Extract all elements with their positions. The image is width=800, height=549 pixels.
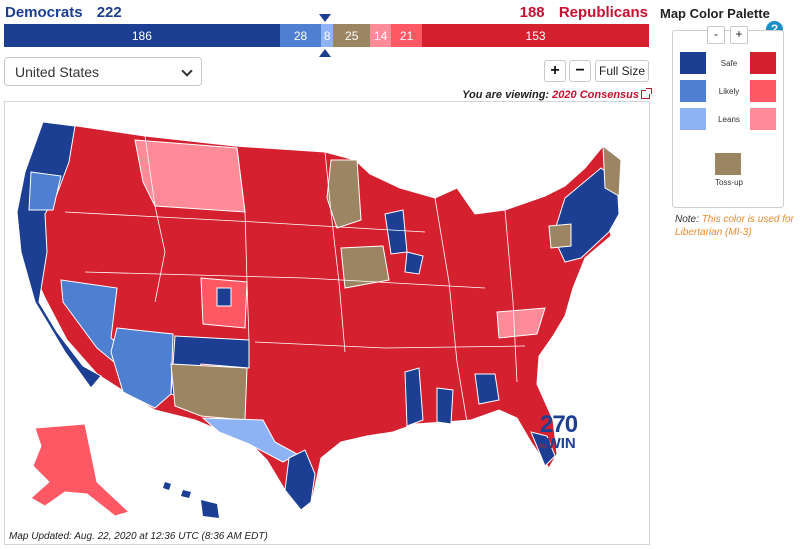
majority-marker-bottom <box>319 49 331 57</box>
illinois-blue-region[interactable] <box>404 251 424 275</box>
republicans-header: 188 Republicans <box>480 4 648 21</box>
hawaii-shape[interactable] <box>163 482 219 518</box>
contiguous-us-shape[interactable] <box>16 121 622 511</box>
seat-count-bar: 186 28 8 25 14 21 153 <box>4 24 649 47</box>
zoom-in-button[interactable]: + <box>544 60 566 82</box>
swatch-rep-likely[interactable] <box>750 80 776 102</box>
consensus-link[interactable]: 2020 Consensus <box>552 89 639 101</box>
district-boundaries <box>64 135 526 423</box>
note-prefix: Note: <box>675 214 699 225</box>
logo-win: WIN <box>546 435 576 452</box>
nc-lean-region[interactable] <box>496 307 546 339</box>
colorado-blue-region[interactable] <box>216 287 232 307</box>
tossup-label: Toss-up <box>714 178 743 187</box>
270towin-logo: 270 toWIN <box>540 411 584 455</box>
palette-plus-button[interactable]: + <box>730 26 748 44</box>
georgia-blue-region[interactable] <box>474 373 500 405</box>
swatch-rep-leans[interactable] <box>750 108 776 130</box>
swatch-dem-safe[interactable] <box>680 52 706 74</box>
democrats-total: 222 <box>96 4 122 21</box>
note-text: This color is used for Libertarian (MI-3… <box>675 214 794 238</box>
arizona-region[interactable] <box>110 327 174 409</box>
seat-segment-1: 28 <box>279 24 322 47</box>
palette-title: Map Color Palette <box>660 6 770 21</box>
seat-segment-4: 14 <box>370 24 391 47</box>
swatch-dem-leans[interactable] <box>680 108 706 130</box>
swatch-dem-likely[interactable] <box>680 80 706 102</box>
logo-number: 270 <box>540 411 578 438</box>
viewing-prefix: You are viewing: <box>462 89 550 101</box>
majority-marker-top <box>319 14 331 22</box>
region-select[interactable]: United States <box>4 57 202 86</box>
chevron-down-icon <box>181 65 193 77</box>
full-size-button[interactable]: Full Size <box>595 60 649 82</box>
swatch-label-leans: Leans <box>718 115 740 124</box>
us-district-map[interactable] <box>5 102 649 544</box>
democrats-header: Democrats 222 <box>5 4 127 21</box>
zoom-out-button[interactable]: − <box>569 60 591 82</box>
viewing-caption: You are viewing: 2020 Consensus <box>430 88 652 101</box>
logo-to: to <box>540 443 547 450</box>
seat-segment-2: 8 <box>321 24 334 47</box>
oregon-likely-region[interactable] <box>28 171 62 211</box>
montana-region[interactable] <box>134 139 246 213</box>
nm-tossup-region[interactable] <box>170 363 248 421</box>
south-blue-region-1[interactable] <box>404 367 424 427</box>
libertarian-note: Note: This color is used for Libertarian… <box>675 213 795 239</box>
seat-segment-3: 25 <box>333 24 371 47</box>
pa-tossup-region[interactable] <box>548 223 572 249</box>
florida-blue-region[interactable] <box>530 431 556 467</box>
texas-south-region[interactable] <box>284 449 316 511</box>
democrats-label: Democrats <box>5 4 83 21</box>
republicans-total: 188 <box>519 4 545 21</box>
republicans-label: Republicans <box>558 4 648 21</box>
swatch-label-likely: Likely <box>718 87 740 96</box>
map-panel: 270 toWIN Map Updated: Aug. 22, 2020 at … <box>4 101 650 545</box>
south-blue-region-2[interactable] <box>436 387 454 425</box>
external-link-icon[interactable] <box>641 88 652 99</box>
swatch-tossup[interactable] <box>715 153 741 175</box>
swatch-label-safe: Safe <box>720 59 738 68</box>
map-updated-timestamp: Map Updated: Aug. 22, 2020 at 12:36 UTC … <box>9 531 268 542</box>
seat-segment-0: 186 <box>4 24 280 47</box>
swatch-rep-safe[interactable] <box>750 52 776 74</box>
seat-segment-5: 21 <box>391 24 423 47</box>
seat-segment-6: 153 <box>422 24 649 47</box>
alaska-shape[interactable] <box>30 423 130 517</box>
minnesota-tossup-region[interactable] <box>326 159 362 229</box>
region-select-value: United States <box>15 64 100 80</box>
maine-tossup-region[interactable] <box>602 144 622 197</box>
iowa-tossup-region[interactable] <box>340 245 390 289</box>
palette-minus-button[interactable]: - <box>707 26 725 44</box>
